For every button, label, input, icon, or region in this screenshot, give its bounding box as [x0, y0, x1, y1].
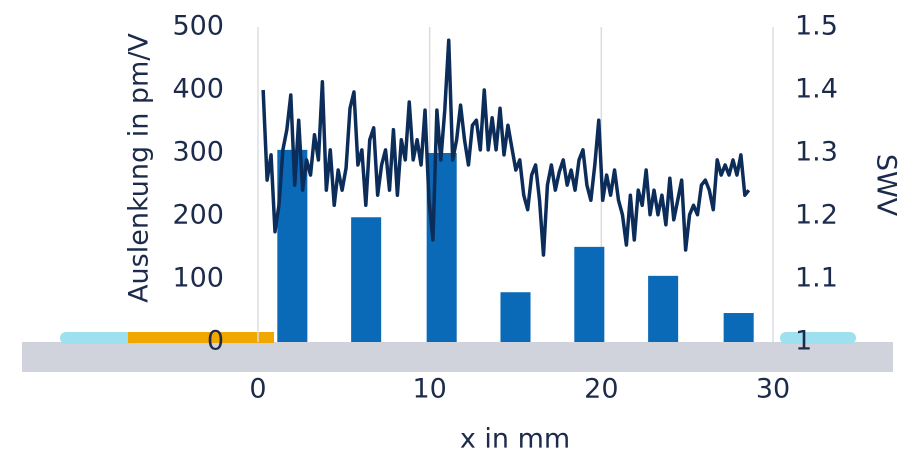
y-tick-label: 100 — [172, 263, 224, 294]
sample-stage — [22, 332, 893, 372]
electrode-strip — [128, 332, 274, 343]
y2-tick-label: 1.2 — [795, 200, 838, 231]
x-axis-label: x in mm — [460, 424, 570, 455]
y-tick-label: 300 — [172, 137, 224, 168]
right-cap — [780, 332, 856, 344]
x-tick-label: 10 — [412, 374, 446, 405]
x-tick-label: 20 — [584, 374, 618, 405]
bar — [574, 247, 604, 342]
chart: 0102030010020030040050011.11.21.31.41.5 … — [0, 0, 912, 454]
bar — [724, 313, 754, 342]
y-axis-label: Auslenkung in pm/V — [124, 33, 155, 303]
x-tick-label: 30 — [756, 374, 790, 405]
y2-tick-label: 1.4 — [795, 74, 838, 105]
y2-tick-label: 1.1 — [795, 263, 838, 294]
y2-tick-label: 1.3 — [795, 137, 838, 168]
marks — [263, 40, 754, 342]
bar — [648, 276, 678, 342]
y-tick-label: 0 — [207, 326, 224, 357]
x-tick-label: 0 — [249, 374, 266, 405]
line — [263, 40, 749, 255]
stage-base — [22, 342, 893, 372]
y2-tick-label: 1.5 — [795, 11, 838, 42]
bar — [427, 153, 457, 342]
y-tick-label: 500 — [172, 11, 224, 42]
y2-tick-label: 1 — [795, 326, 812, 357]
y2-axis-label: SWV — [871, 154, 902, 217]
bar — [500, 292, 530, 342]
y-tick-label: 400 — [172, 74, 224, 105]
bar — [351, 217, 381, 342]
y-tick-label: 200 — [172, 200, 224, 231]
